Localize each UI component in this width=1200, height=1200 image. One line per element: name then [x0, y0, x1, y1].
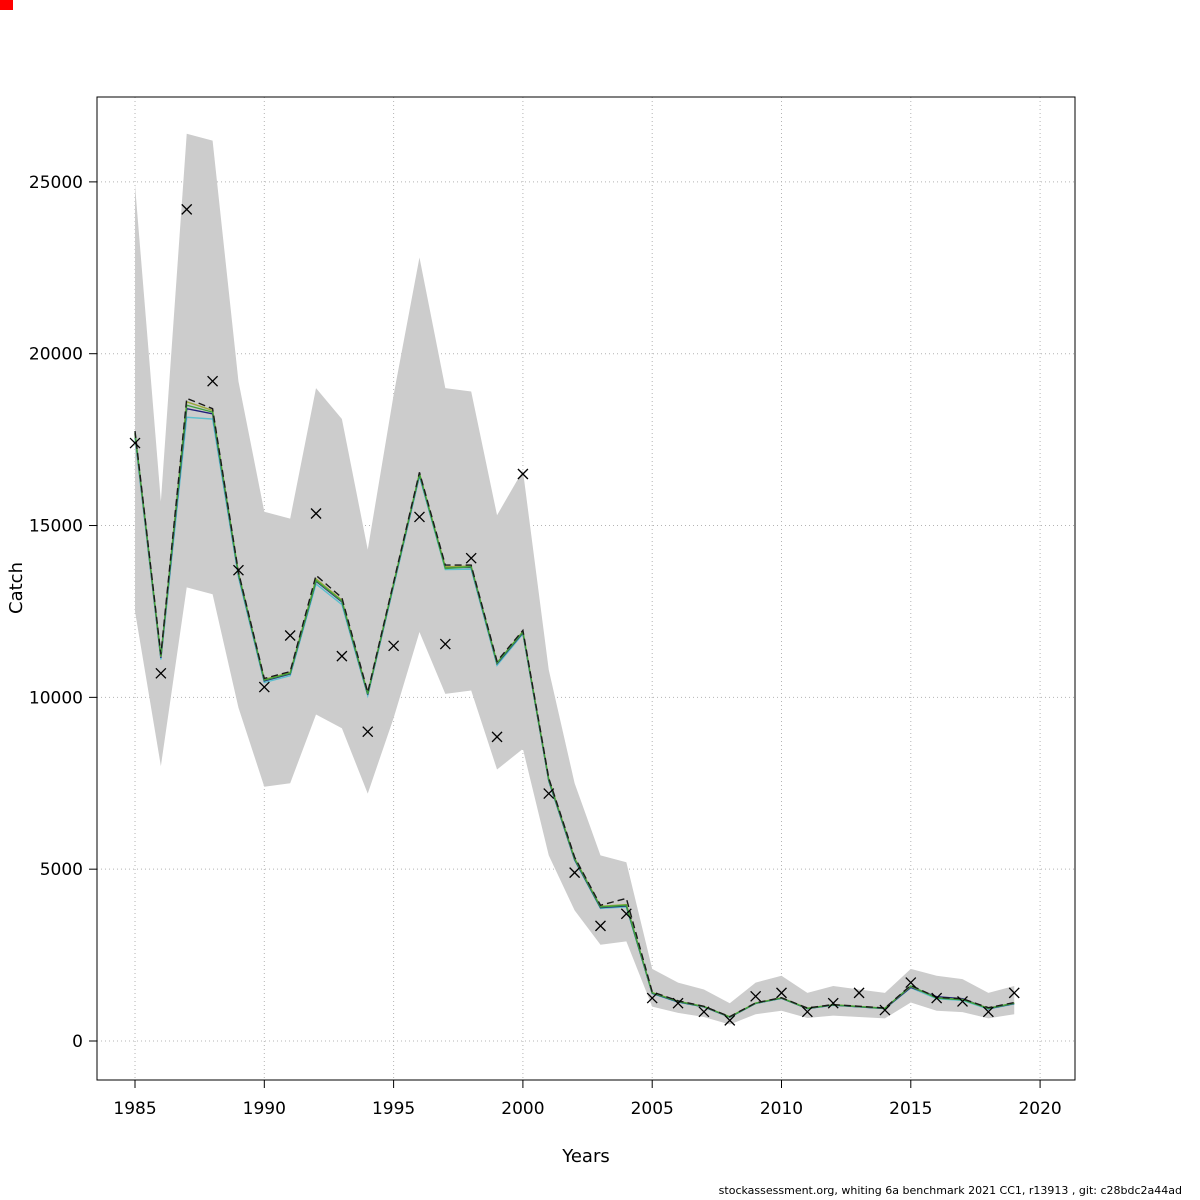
observed-x-marker: [129, 437, 141, 449]
plot-border: [96, 96, 1076, 1081]
observed-x-marker: [931, 992, 943, 1004]
observed-x-marker: [362, 726, 374, 738]
observed-x-marker: [284, 630, 296, 641]
y-tick-label: 10000: [29, 688, 83, 708]
y-tick-label: 20000: [29, 345, 83, 365]
observed-x-marker: [879, 1004, 891, 1016]
observed-x-marker: [982, 1006, 994, 1018]
observed-x-marker: [439, 638, 451, 650]
observed-x-marker: [724, 1014, 736, 1026]
observed-x-marker: [388, 640, 400, 652]
observed-x-marker: [827, 997, 839, 1009]
y-tick-label: 15000: [29, 517, 83, 537]
observed-x-marker: [620, 908, 632, 920]
observed-x-marker: [181, 203, 193, 215]
y-tick-label: 5000: [40, 860, 83, 880]
observed-x-marker: [569, 867, 581, 879]
observed-x-marker: [155, 667, 167, 679]
x-tick-label: 2005: [631, 1099, 674, 1119]
observed-x-marker: [776, 987, 787, 999]
observed-points: [129, 203, 1020, 1026]
observed-x-marker: [750, 990, 762, 1002]
observed-x-marker: [1008, 987, 1020, 999]
observed-x-marker: [543, 788, 555, 800]
observed-x-marker: [232, 564, 244, 576]
confidence-band-polygon: [135, 133, 1015, 1025]
observed-x-marker: [517, 468, 529, 480]
observed-x-marker: [207, 375, 219, 387]
plot-frame: [96, 96, 1076, 1081]
observed-x-marker: [957, 996, 968, 1007]
x-tick-label: 2020: [1018, 1099, 1061, 1119]
y-axis-title: Catch: [6, 562, 27, 614]
x-tick-label: 1985: [113, 1099, 156, 1119]
observed-x-marker: [853, 987, 865, 999]
red-marker-artifact: [0, 0, 13, 10]
fit-lines: [134, 397, 1015, 1019]
x-tick-label: 1990: [243, 1099, 286, 1119]
observed-x-marker: [414, 511, 425, 523]
x-tick-label: 2015: [889, 1099, 932, 1119]
axis-ticks: [89, 181, 1041, 1088]
observed-x-marker: [646, 992, 658, 1004]
footer-caption: stockassessment.org, whiting 6a benchmar…: [718, 1184, 1182, 1197]
observed-x-marker: [672, 997, 684, 1009]
confidence-band: [135, 133, 1015, 1025]
observed-x-marker: [801, 1006, 813, 1018]
observed-x-marker: [491, 731, 503, 743]
y-tick-label: 25000: [29, 173, 83, 193]
x-tick-label: 2000: [501, 1099, 544, 1119]
observed-x-marker: [595, 920, 606, 932]
observed-x-marker: [310, 508, 322, 519]
observed-x-marker: [698, 1006, 710, 1018]
x-axis-title: Years: [562, 1146, 610, 1167]
y-tick-label: 0: [72, 1032, 83, 1052]
observed-x-marker: [465, 552, 477, 564]
observed-x-marker: [258, 681, 270, 693]
observed-x-marker: [905, 977, 917, 989]
x-tick-label: 2010: [760, 1099, 803, 1119]
fit-line-fit-dashed-black: [134, 397, 1015, 1018]
observed-x-marker: [336, 650, 348, 662]
x-tick-label: 1995: [372, 1099, 415, 1119]
axis-tick-labels: 1985 1990 1995 2000 2005 2010 2015 2020 0 5000 100…: [29, 173, 1062, 1119]
